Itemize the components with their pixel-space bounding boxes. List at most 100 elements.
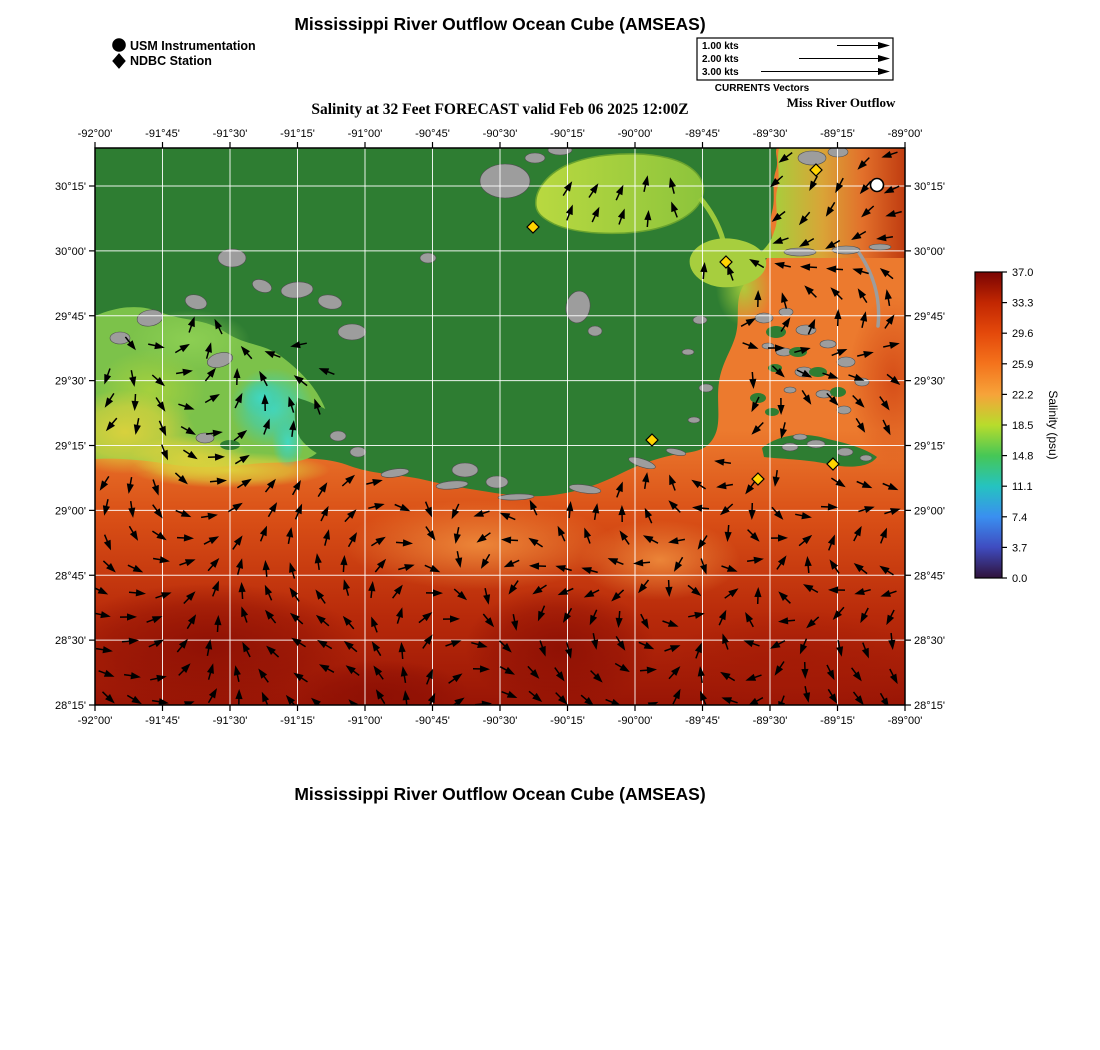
lat-tick-label-right: 28°30' (914, 635, 945, 647)
forecast-subtitle: Salinity at 32 Feet FORECAST valid Feb 0… (311, 101, 688, 118)
vector-speed-label: 1.00 kts (702, 41, 739, 52)
land-patch (859, 454, 873, 462)
ndbc-diamond-icon (112, 53, 126, 69)
colorbar-tick-label: 0.0 (1012, 573, 1027, 585)
land-patch (217, 248, 247, 268)
lat-tick-label-left: 29°45' (55, 311, 86, 323)
high-salinity-patch (465, 586, 655, 705)
lon-tick-label-top: -89°00' (888, 128, 923, 140)
mid-salinity-patch (345, 500, 615, 590)
land-patch (687, 416, 701, 424)
land-patch (435, 480, 469, 490)
land-patch (778, 307, 794, 317)
lon-tick-label-top: -91°30' (213, 128, 248, 140)
lat-tick-label-left: 28°15' (55, 700, 86, 712)
ndbc-station-marker (526, 220, 540, 234)
ndbc-station-marker (645, 433, 659, 447)
lon-tick-label-top: -90°45' (415, 128, 450, 140)
lat-tick-label-right: 29°30' (914, 376, 945, 388)
lon-tick-label-bottom: -91°00' (348, 715, 383, 727)
marker-legend: USM Instrumentation NDBC Station (112, 38, 256, 69)
colorbar-tick-label: 3.7 (1012, 542, 1027, 554)
mid-salinity-patch (848, 295, 905, 465)
current-vectors (95, 151, 902, 705)
colorbar-tick-label: 18.5 (1012, 420, 1033, 432)
map-area (95, 148, 905, 705)
lat-tick-label-left: 29°30' (55, 376, 86, 388)
lon-tick-label-bottom: -92°00' (78, 715, 113, 727)
land-patch (565, 290, 591, 324)
lon-tick-label-top: -89°15' (820, 128, 855, 140)
lat-tick-label-left: 30°00' (55, 246, 86, 258)
lon-tick-label-bottom: -89°00' (888, 715, 923, 727)
ndbc-station-marker (751, 472, 765, 486)
colorbar-tick-label: 7.4 (1012, 512, 1027, 524)
colorbar-tick-label: 25.9 (1012, 359, 1033, 371)
coastal-headland (294, 398, 363, 460)
land-patch (587, 325, 603, 337)
lon-tick-label-top: -91°00' (348, 128, 383, 140)
lon-tick-label-bottom: -90°15' (550, 715, 585, 727)
graticule (95, 148, 905, 705)
lon-tick-label-top: -89°30' (753, 128, 788, 140)
vector-speed-label: 2.00 kts (702, 54, 739, 65)
colorbar-title: Salinity (psu) (1046, 390, 1060, 459)
currents-vector-legend: 1.00 kts 2.00 kts 3.00 kts CURRENTS Vector… (696, 37, 896, 110)
land-patch (698, 383, 714, 393)
high-salinity-patch (665, 610, 905, 705)
land-patch (568, 484, 602, 494)
lat-tick-label-left: 28°45' (55, 570, 86, 582)
land-patch (479, 163, 531, 199)
land-patch (868, 243, 892, 251)
legend-vector-arrowhead-icon (878, 68, 890, 75)
lat-tick-label-right: 28°15' (914, 700, 945, 712)
mid-salinity-patch (580, 520, 740, 600)
lon-tick-label-bottom: -91°15' (280, 715, 315, 727)
marsh-patch (766, 326, 786, 338)
land-patch (337, 323, 367, 341)
page-title: Mississippi River Outflow Ocean Cube (AM… (294, 14, 705, 34)
lat-tick-label-left: 28°30' (55, 635, 86, 647)
currents-vectors-caption: CURRENTS Vectors (715, 83, 810, 94)
marsh-patch (809, 367, 827, 377)
lat-tick-label-right: 29°00' (914, 505, 945, 517)
colorbar-tick-label: 29.6 (1012, 328, 1033, 340)
land-patch (819, 339, 837, 349)
region-note-label: Miss River Outflow (787, 95, 896, 110)
colorbar-ticks: 37.0 33.3 29.6 25.9 22.2 18.5 14.8 11.1 7.4 3.7 0.… (1002, 267, 1033, 585)
land-patch (524, 152, 546, 164)
mississippi-sound-water (754, 148, 905, 258)
land-patch (252, 279, 272, 293)
legend-vector-arrowhead-icon (878, 42, 890, 49)
lon-tick-label-top: -89°45' (685, 128, 720, 140)
land-patch (317, 294, 343, 310)
land-patch (831, 245, 861, 255)
vector-legend-rows: 1.00 kts 2.00 kts 3.00 kts (702, 41, 890, 78)
colorbar-tick-label: 37.0 (1012, 267, 1033, 279)
marsh-patch (765, 408, 779, 416)
land-patch (195, 432, 215, 444)
land-patch (806, 439, 826, 449)
land-patch (547, 148, 573, 156)
ndbc-legend-label: NDBC Station (130, 54, 212, 68)
legend-vector-arrowhead-icon (878, 55, 890, 62)
land-patch (207, 352, 233, 368)
usm-legend-label: USM Instrumentation (130, 39, 256, 53)
lon-tick-label-bottom: -91°30' (213, 715, 248, 727)
usm-circle-icon (112, 38, 126, 52)
colorbar: 37.0 33.3 29.6 25.9 22.2 18.5 14.8 11.1 7.4 3.7 0.… (974, 267, 1060, 585)
land-patch (681, 348, 695, 356)
lon-tick-label-top: -91°45' (145, 128, 180, 140)
land-patch (419, 252, 437, 264)
lat-tick-label-right: 28°45' (914, 570, 945, 582)
lon-tick-label-top: -92°00' (78, 128, 113, 140)
land-patch (792, 433, 808, 441)
lat-tick-label-left: 30°15' (55, 181, 86, 193)
axes: -92°00' -92°00' -91°45' -91°45' -91°30' -91°3… (55, 128, 945, 727)
station-markers (526, 163, 885, 486)
land-patch (485, 475, 509, 489)
land-patch (451, 462, 479, 478)
current-vector-tails (95, 151, 902, 705)
